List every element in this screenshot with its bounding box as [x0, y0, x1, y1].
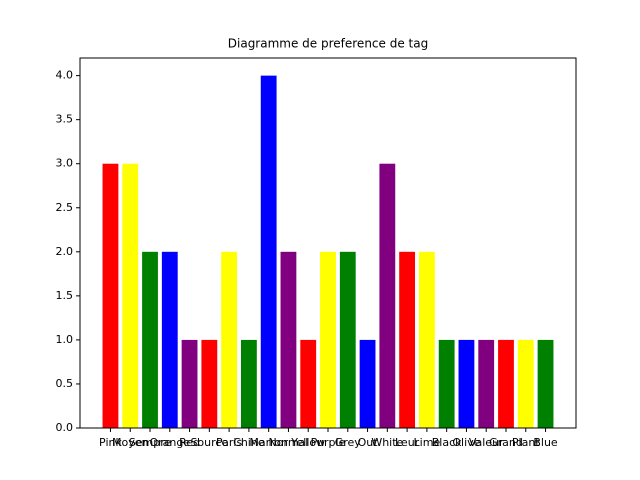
y-tick-label: 4.0 [56, 69, 74, 82]
bar [122, 163, 139, 428]
x-tick-label: Source [190, 436, 228, 449]
x-tick-label: Grey [335, 436, 362, 449]
x-tick-label: Normal [269, 436, 309, 449]
x-tick-label: Black [432, 436, 462, 449]
bar [240, 339, 257, 428]
y-tick-label: 1.5 [56, 289, 74, 302]
bar [102, 163, 119, 428]
bar [300, 339, 317, 428]
bar [339, 251, 356, 428]
x-tick-label: Yellow [290, 436, 325, 449]
bar [201, 339, 218, 428]
plot-frame [79, 57, 577, 429]
bar [498, 339, 514, 428]
x-tick-label: Orange [149, 436, 190, 449]
y-tick-label: 3.5 [56, 113, 74, 126]
bar [181, 339, 198, 428]
bar [478, 339, 495, 428]
x-tick-label: Moyen [112, 436, 148, 449]
bar [537, 339, 554, 428]
x-tick-label: Out [358, 436, 379, 449]
y-tick-label: 0.0 [56, 421, 74, 434]
bar [221, 251, 238, 428]
bar [260, 75, 277, 428]
bar [399, 251, 416, 428]
bar [280, 251, 297, 428]
bar [320, 251, 336, 428]
x-tick-label: White [371, 436, 403, 449]
bar [161, 251, 178, 428]
y-tick-label: 2.0 [56, 245, 74, 258]
chart-title: Diagramme de preference de tag [228, 37, 428, 51]
x-tick-label: Purple [311, 436, 346, 449]
y-tick-label: 2.5 [56, 201, 74, 214]
bar [379, 163, 396, 428]
x-tick-label: Grand [489, 436, 523, 449]
x-tick-label: Blue [533, 436, 558, 449]
y-tick-label: 3.0 [56, 157, 74, 170]
x-tick-label: Olive [452, 436, 480, 449]
bar [418, 251, 435, 428]
bar [142, 251, 158, 428]
bar [438, 339, 455, 428]
x-tick-label: Marron [249, 436, 288, 449]
bar [517, 339, 534, 428]
x-tick-label: Sempre [129, 436, 172, 449]
x-tick-label: Valeur [469, 436, 504, 449]
x-tick-label: Lime [414, 436, 441, 449]
x-tick-label: Paris [216, 436, 242, 449]
x-tick-label: Pink [99, 436, 122, 449]
x-tick-label: Chine [233, 436, 265, 449]
y-tick-label: 1.0 [56, 333, 74, 346]
bar [359, 339, 376, 428]
x-tick-label: Plant [512, 436, 540, 449]
x-tick-label: Leur [395, 436, 420, 449]
y-tick-label: 0.5 [56, 377, 74, 390]
x-tick-label: Red [179, 436, 200, 449]
bar [458, 339, 475, 428]
